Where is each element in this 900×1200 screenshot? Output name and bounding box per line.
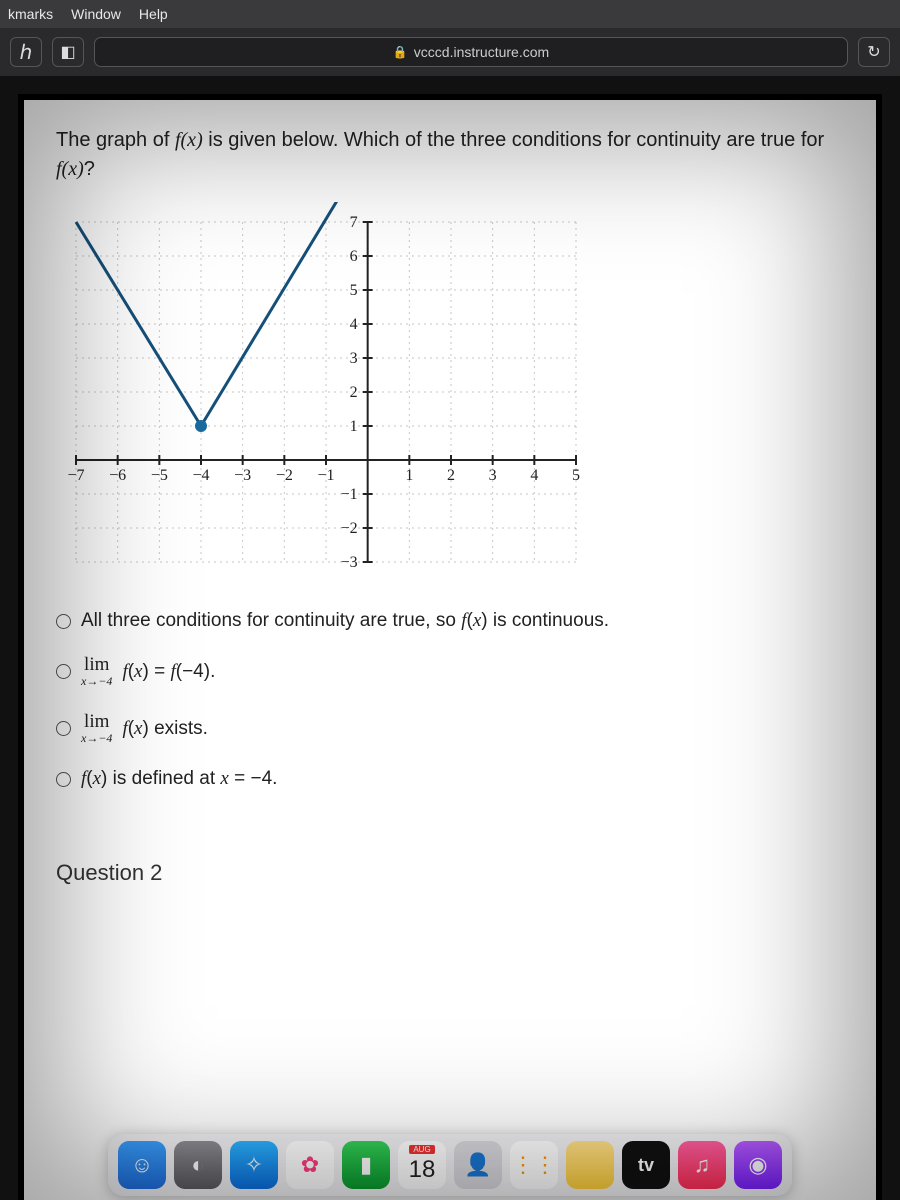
svg-text:4: 4 (350, 316, 358, 333)
svg-text:2: 2 (447, 467, 455, 484)
svg-text:5: 5 (572, 467, 580, 484)
svg-text:−3: −3 (234, 467, 251, 484)
calendar-month-badge: AUG (409, 1145, 434, 1154)
mac-menubar: kmarks Window Help (0, 0, 900, 28)
script-h-icon: ℎ (20, 40, 33, 65)
calendar-day: 18 (409, 1156, 436, 1184)
svg-text:5: 5 (350, 282, 358, 299)
podcasts-icon: ◉ (748, 1152, 767, 1178)
next-question-heading: Question 2 (56, 860, 844, 886)
option-label: limx→−4 (81, 711, 112, 746)
svg-text:1: 1 (350, 418, 358, 435)
svg-text:−7: −7 (67, 467, 84, 484)
page-content: The graph of f(x) is given below. Which … (18, 94, 882, 1200)
dock-app-launchpad[interactable]: ◐ (174, 1141, 222, 1189)
option-2[interactable]: limx→−4 f(x) = f(−4). (56, 654, 844, 689)
svg-text:−1: −1 (341, 486, 358, 503)
dock-app-calendar[interactable]: AUG 18 (398, 1141, 446, 1189)
url-text: vcccd.instructure.com (414, 44, 549, 60)
svg-text:2: 2 (350, 384, 358, 401)
svg-text:−2: −2 (276, 467, 293, 484)
address-bar[interactable]: 🔒 vcccd.instructure.com (94, 37, 848, 67)
music-icon: ♫ (694, 1152, 711, 1178)
dock-app-safari[interactable]: ✧ (230, 1141, 278, 1189)
svg-text:−2: −2 (341, 520, 358, 537)
launchpad-icon: ◐ (191, 1152, 204, 1178)
svg-text:4: 4 (530, 467, 538, 484)
facetime-icon: ▮ (360, 1152, 372, 1178)
tabs-icon: ◧ (60, 42, 75, 62)
reload-icon: ↻ (867, 42, 880, 62)
function-graph: −7 −6 −5 −4 −3 −2 −1 1 2 3 4 5 −3 −2 −1 1 2 3 4 5 6 7 (56, 202, 596, 582)
option-label: limx→−4 (81, 654, 112, 689)
option-1[interactable]: All three conditions for continuity are … (56, 610, 844, 632)
svg-text:−5: −5 (151, 467, 168, 484)
menu-item[interactable]: Window (71, 6, 121, 22)
svg-text:−4: −4 (192, 467, 209, 484)
dock: ☺ ◐ ✧ ✿ ▮ AUG 18 👤 ⋮⋮ tv ♫ ◉ (108, 1134, 792, 1196)
radio-icon (56, 664, 71, 679)
dock-app-podcasts[interactable]: ◉ (734, 1141, 782, 1189)
dock-app-facetime[interactable]: ▮ (342, 1141, 390, 1189)
svg-text:−1: −1 (317, 467, 334, 484)
reminders-icon: ⋮⋮ (512, 1152, 556, 1178)
option-4[interactable]: f(x) is defined at x = −4. (56, 768, 844, 790)
menu-item[interactable]: kmarks (8, 6, 53, 22)
svg-text:3: 3 (489, 467, 497, 484)
svg-text:6: 6 (350, 248, 358, 265)
safari-icon: ✧ (245, 1152, 263, 1178)
option-label: All three conditions for continuity are … (81, 610, 609, 632)
radio-icon (56, 772, 71, 787)
dock-app-music[interactable]: ♫ (678, 1141, 726, 1189)
dock-app-finder[interactable]: ☺ (118, 1141, 166, 1189)
menu-item[interactable]: Help (139, 6, 168, 22)
appletv-icon: tv (638, 1155, 654, 1176)
monitor-bezel: The graph of f(x) is given below. Which … (0, 76, 900, 1200)
photos-icon: ✿ (301, 1152, 319, 1178)
dock-app-notes[interactable] (566, 1141, 614, 1189)
option-3[interactable]: limx→−4 f(x) exists. (56, 711, 844, 746)
radio-icon (56, 721, 71, 736)
finder-icon: ☺ (131, 1152, 153, 1178)
dock-app-photos[interactable]: ✿ (286, 1141, 334, 1189)
bookmarks-button[interactable]: ℎ (10, 37, 42, 67)
svg-text:1: 1 (405, 467, 413, 484)
svg-text:−6: −6 (109, 467, 126, 484)
lock-icon: 🔒 (393, 45, 408, 59)
contacts-icon: 👤 (464, 1152, 491, 1178)
reload-button[interactable]: ↻ (858, 37, 890, 67)
svg-text:−3: −3 (341, 554, 358, 571)
dock-app-reminders[interactable]: ⋮⋮ (510, 1141, 558, 1189)
question-text: The graph of f(x) is given below. Which … (56, 126, 844, 184)
svg-text:3: 3 (350, 350, 358, 367)
dock-app-contacts[interactable]: 👤 (454, 1141, 502, 1189)
radio-icon (56, 614, 71, 629)
tab-overview-button[interactable]: ◧ (52, 37, 84, 67)
svg-text:7: 7 (350, 214, 358, 231)
dock-app-appletv[interactable]: tv (622, 1141, 670, 1189)
answer-options: All three conditions for continuity are … (56, 610, 844, 790)
browser-toolbar: ℎ ◧ 🔒 vcccd.instructure.com ↻ (0, 28, 900, 76)
option-label: f(x) is defined at x = −4. (81, 768, 277, 790)
